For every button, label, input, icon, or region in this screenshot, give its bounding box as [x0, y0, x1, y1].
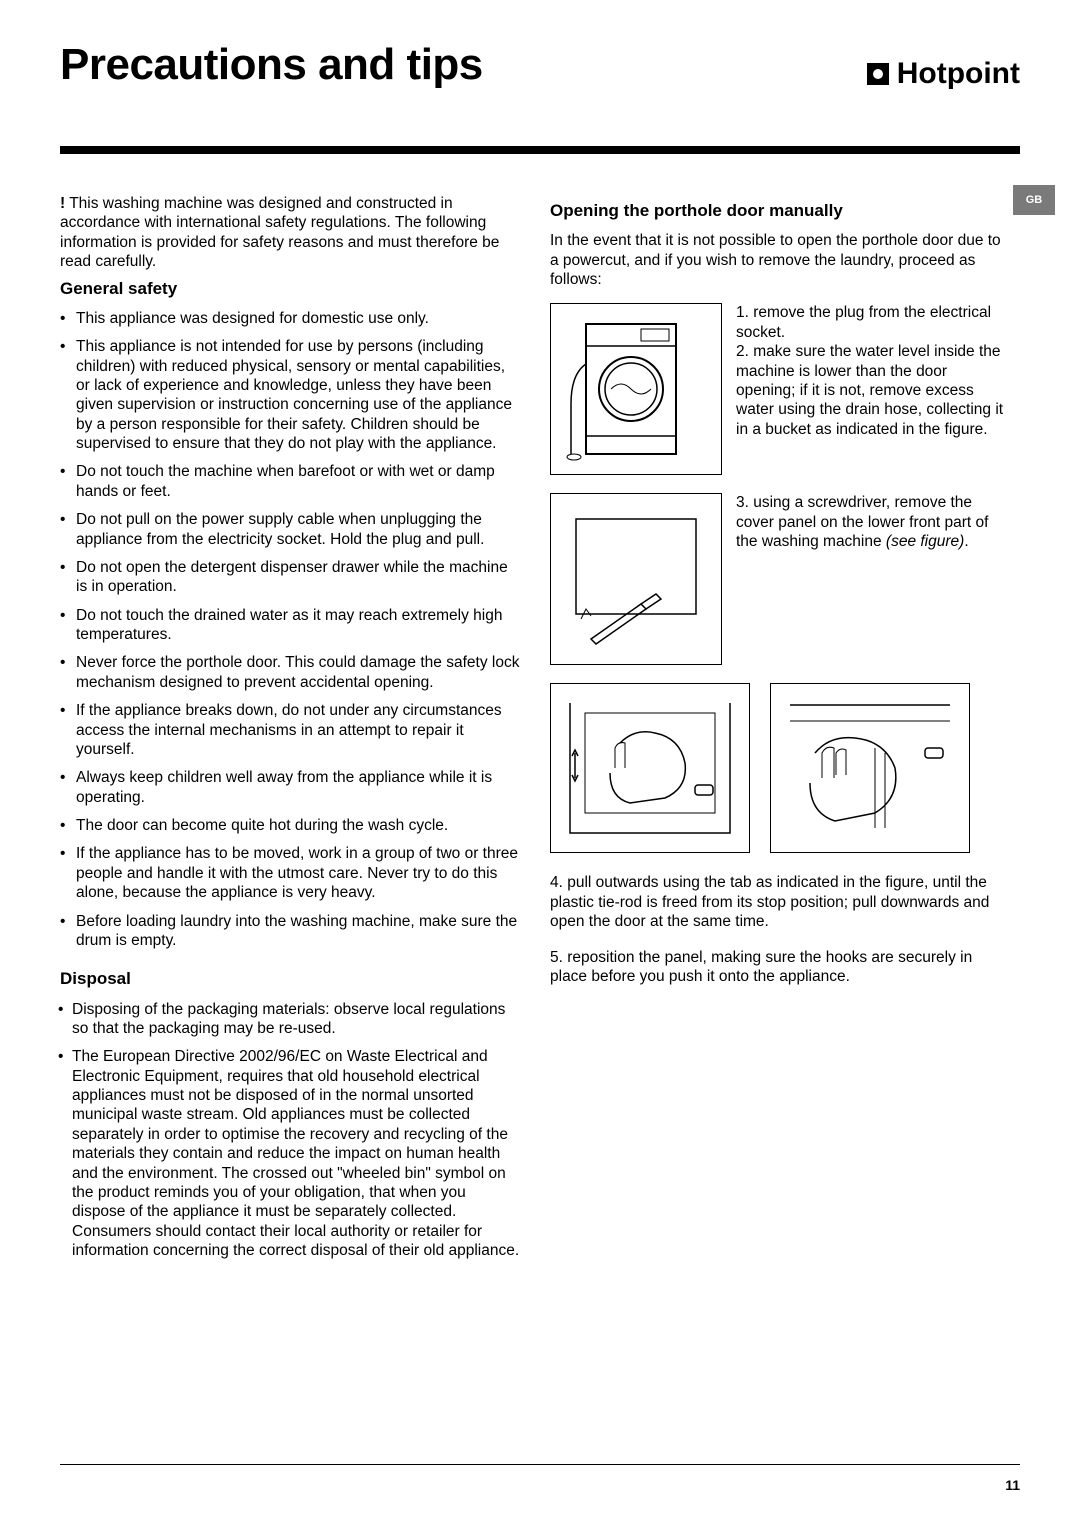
- list-item: If the appliance has to be moved, work i…: [60, 844, 520, 902]
- left-column: ! This washing machine was designed and …: [60, 194, 520, 1278]
- figure-pull-tab-2: [770, 683, 970, 853]
- list-item: The European Directive 2002/96/EC on Was…: [60, 1047, 520, 1260]
- figure-washing-machine: [550, 303, 722, 475]
- figure-screwdriver: [550, 493, 722, 665]
- list-item: Disposing of the packaging materials: ob…: [60, 1000, 520, 1039]
- page-title: Precautions and tips: [60, 40, 483, 90]
- step-2: 2. make sure the water level inside the …: [736, 343, 1003, 438]
- footer-rule: [60, 1464, 1020, 1465]
- list-item: If the appliance breaks down, do not und…: [60, 701, 520, 759]
- step-1: 1. remove the plug from the electrical s…: [736, 304, 991, 340]
- figure-pull-tab-1: [550, 683, 750, 853]
- language-tab: GB: [1013, 185, 1055, 215]
- list-item: Always keep children well away from the …: [60, 768, 520, 807]
- brand-name: Hotpoint: [897, 57, 1020, 91]
- intro-text: ! This washing machine was designed and …: [60, 194, 520, 272]
- list-item: Never force the porthole door. This coul…: [60, 653, 520, 692]
- brand-icon: [867, 63, 889, 85]
- list-item: This appliance is not intended for use b…: [60, 337, 520, 453]
- header-rule: [60, 146, 1020, 154]
- list-item: This appliance was designed for domestic…: [60, 309, 520, 328]
- opening-heading: Opening the porthole door manually: [550, 200, 1010, 221]
- opening-intro: In the event that it is not possible to …: [550, 231, 1010, 289]
- list-item: Do not touch the machine when barefoot o…: [60, 462, 520, 501]
- step-5: 5. reposition the panel, making sure the…: [550, 948, 1010, 987]
- disposal-heading: Disposal: [60, 968, 520, 989]
- page-number: 11: [1005, 1477, 1020, 1493]
- list-item: Before loading laundry into the washing …: [60, 912, 520, 951]
- list-item: The door can become quite hot during the…: [60, 816, 520, 835]
- step-3-ref: (see figure): [886, 533, 964, 550]
- safety-list: This appliance was designed for domestic…: [60, 309, 520, 951]
- disposal-list: Disposing of the packaging materials: ob…: [60, 1000, 520, 1261]
- list-item: Do not pull on the power supply cable wh…: [60, 510, 520, 549]
- step-4: 4. pull outwards using the tab as indica…: [550, 873, 1010, 931]
- right-column: Opening the porthole door manually In th…: [550, 194, 1020, 1278]
- general-safety-heading: General safety: [60, 278, 520, 299]
- brand-logo: Hotpoint: [867, 57, 1020, 91]
- list-item: Do not open the detergent dispenser draw…: [60, 558, 520, 597]
- list-item: Do not touch the drained water as it may…: [60, 606, 520, 645]
